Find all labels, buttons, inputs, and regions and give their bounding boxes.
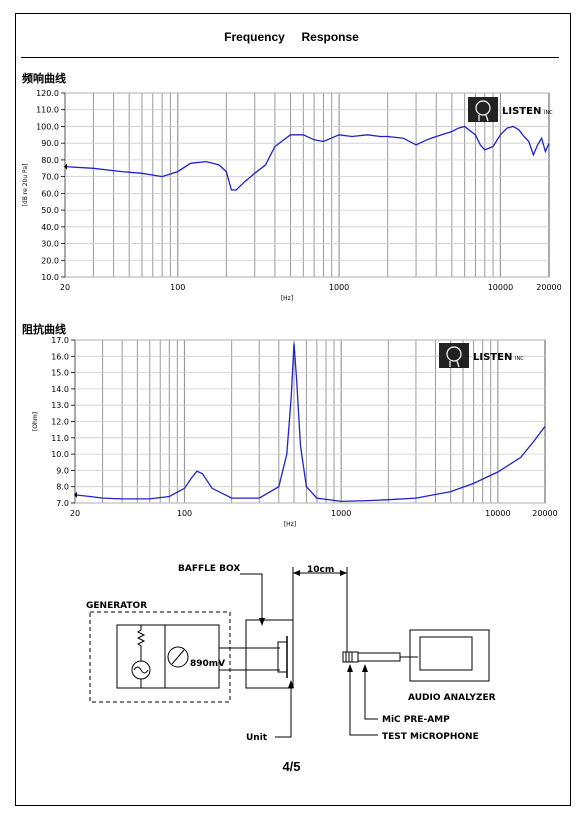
start-marker	[64, 163, 67, 170]
y-tick-label: 120.0	[36, 89, 59, 98]
y-axis-label: [Ohm]	[32, 412, 39, 431]
y-tick-label: 12.0	[51, 418, 69, 427]
response-curve	[74, 343, 546, 503]
voltmeter-needle	[171, 649, 185, 665]
logo-neck-icon	[478, 114, 489, 122]
baffle-box	[245, 619, 294, 689]
audio-analyzer	[409, 629, 490, 682]
x-tick-label: 20000	[532, 509, 557, 518]
x-tick-label: 100	[170, 283, 185, 292]
mic-preamp	[357, 652, 401, 662]
y-tick-label: 7.0	[56, 499, 69, 508]
distance-arrow-left	[293, 570, 300, 576]
x-tick-label: 10000	[488, 283, 513, 292]
voltage-label: 890mV	[190, 659, 225, 669]
distance-arrow-right	[340, 570, 347, 576]
y-tick-label: 15.0	[51, 369, 69, 378]
logo-text: LISTEN	[473, 352, 512, 363]
y-tick-label: 110.0	[36, 106, 59, 115]
y-tick-label: 40.0	[41, 223, 59, 232]
mic-pointer	[349, 666, 378, 736]
logo-neck-icon	[449, 360, 460, 368]
unit-pointer	[275, 682, 292, 738]
y-tick-label: 17.0	[51, 336, 69, 345]
frequency-response-chart: 120.0 110.0 100.0 90.0 80.0 70.0 60.0 50.0 40.0 3…	[22, 89, 562, 302]
y-tick-label: 90.0	[41, 139, 59, 148]
logo-face-icon	[475, 100, 491, 116]
start-marker	[74, 491, 77, 498]
x-tick-label: 10000	[485, 509, 510, 518]
distance-label: 10cm	[307, 565, 334, 575]
unit-label: Unit	[246, 733, 268, 743]
unit-arrowhead	[288, 680, 294, 688]
y-tick-label: 8.0	[56, 483, 69, 492]
y-tick-label: 100.0	[36, 122, 59, 131]
impedance-section-title: 阻抗曲线	[22, 323, 66, 336]
preamp-arrowhead	[362, 664, 368, 672]
y-tick-label: 30.0	[41, 240, 59, 249]
y-tick-label: 50.0	[41, 206, 59, 215]
page-title: Frequency Response	[224, 30, 359, 44]
x-axis-label: [Hz]	[281, 295, 293, 302]
y-tick-label: 10.0	[51, 450, 69, 459]
speaker-unit	[277, 641, 288, 673]
listen-logo: LISTEN INC	[439, 343, 524, 368]
y-tick-label: 13.0	[51, 401, 69, 410]
mic-preamp-label: MiC PRE-AMP	[382, 715, 450, 725]
x-tick-label: 20000	[536, 283, 561, 292]
logo-text: LISTEN	[502, 106, 541, 117]
mic-arrowhead	[347, 664, 353, 672]
x-axis-label: [Hz]	[284, 521, 296, 528]
x-tick-label: 20	[70, 509, 80, 518]
generator-outline	[89, 611, 231, 703]
y-tick-label: 60.0	[41, 189, 59, 198]
page-frame	[15, 13, 571, 806]
x-tick-label: 1000	[329, 283, 349, 292]
logo-suffix: INC	[515, 356, 524, 362]
y-tick-label: 16.0	[51, 352, 69, 361]
y-tick-label: 10.0	[41, 273, 59, 282]
baffle-box-label: BAFFLE BOX	[178, 564, 240, 574]
y-tick-label: 70.0	[41, 173, 59, 182]
logo-face-icon	[446, 346, 462, 362]
y-tick-label: 20.0	[41, 256, 59, 265]
audio-analyzer-label: AUDIO ANALYZER	[408, 693, 496, 703]
x-tick-label: 20	[60, 283, 70, 292]
generator-circuit	[116, 624, 220, 689]
test-microphone-label: TEST MiCROPHONE	[382, 732, 479, 742]
sine-wave-icon	[133, 666, 149, 674]
page-number: 4/5	[282, 759, 301, 774]
title-rule	[21, 57, 559, 58]
voltmeter-icon	[167, 646, 189, 668]
plot-area	[64, 92, 550, 278]
impedance-chart: 17.0 16.0 15.0 14.0 13.0 12.0 11.0 10.0 9.0 8.0 7.…	[32, 336, 558, 528]
y-tick-label: 14.0	[51, 385, 69, 394]
preamp-pointer	[364, 666, 378, 720]
logo-suffix: INC	[544, 110, 553, 116]
analyzer-screen	[419, 636, 473, 671]
generator-label: GENERATOR	[86, 601, 147, 611]
listen-logo: LISTEN INC	[468, 97, 553, 122]
resistor-icon	[136, 625, 146, 655]
x-tick-label: 1000	[331, 509, 351, 518]
baffle-pointer	[240, 573, 263, 624]
y-tick-label: 80.0	[41, 156, 59, 165]
baffle-arrowhead	[259, 618, 265, 626]
freq-section-title: 频响曲线	[22, 72, 66, 85]
response-curve	[64, 125, 550, 191]
y-tick-label: 11.0	[51, 434, 69, 443]
x-tick-label: 100	[177, 509, 192, 518]
y-axis-label: [dB re 20u Pa]	[22, 164, 29, 207]
test-setup-diagram: 890mV BAFFLE BOX 10cm Unit AUDIO ANALYZE…	[86, 564, 496, 743]
test-microphone	[342, 651, 359, 663]
y-tick-label: 9.0	[56, 466, 69, 475]
